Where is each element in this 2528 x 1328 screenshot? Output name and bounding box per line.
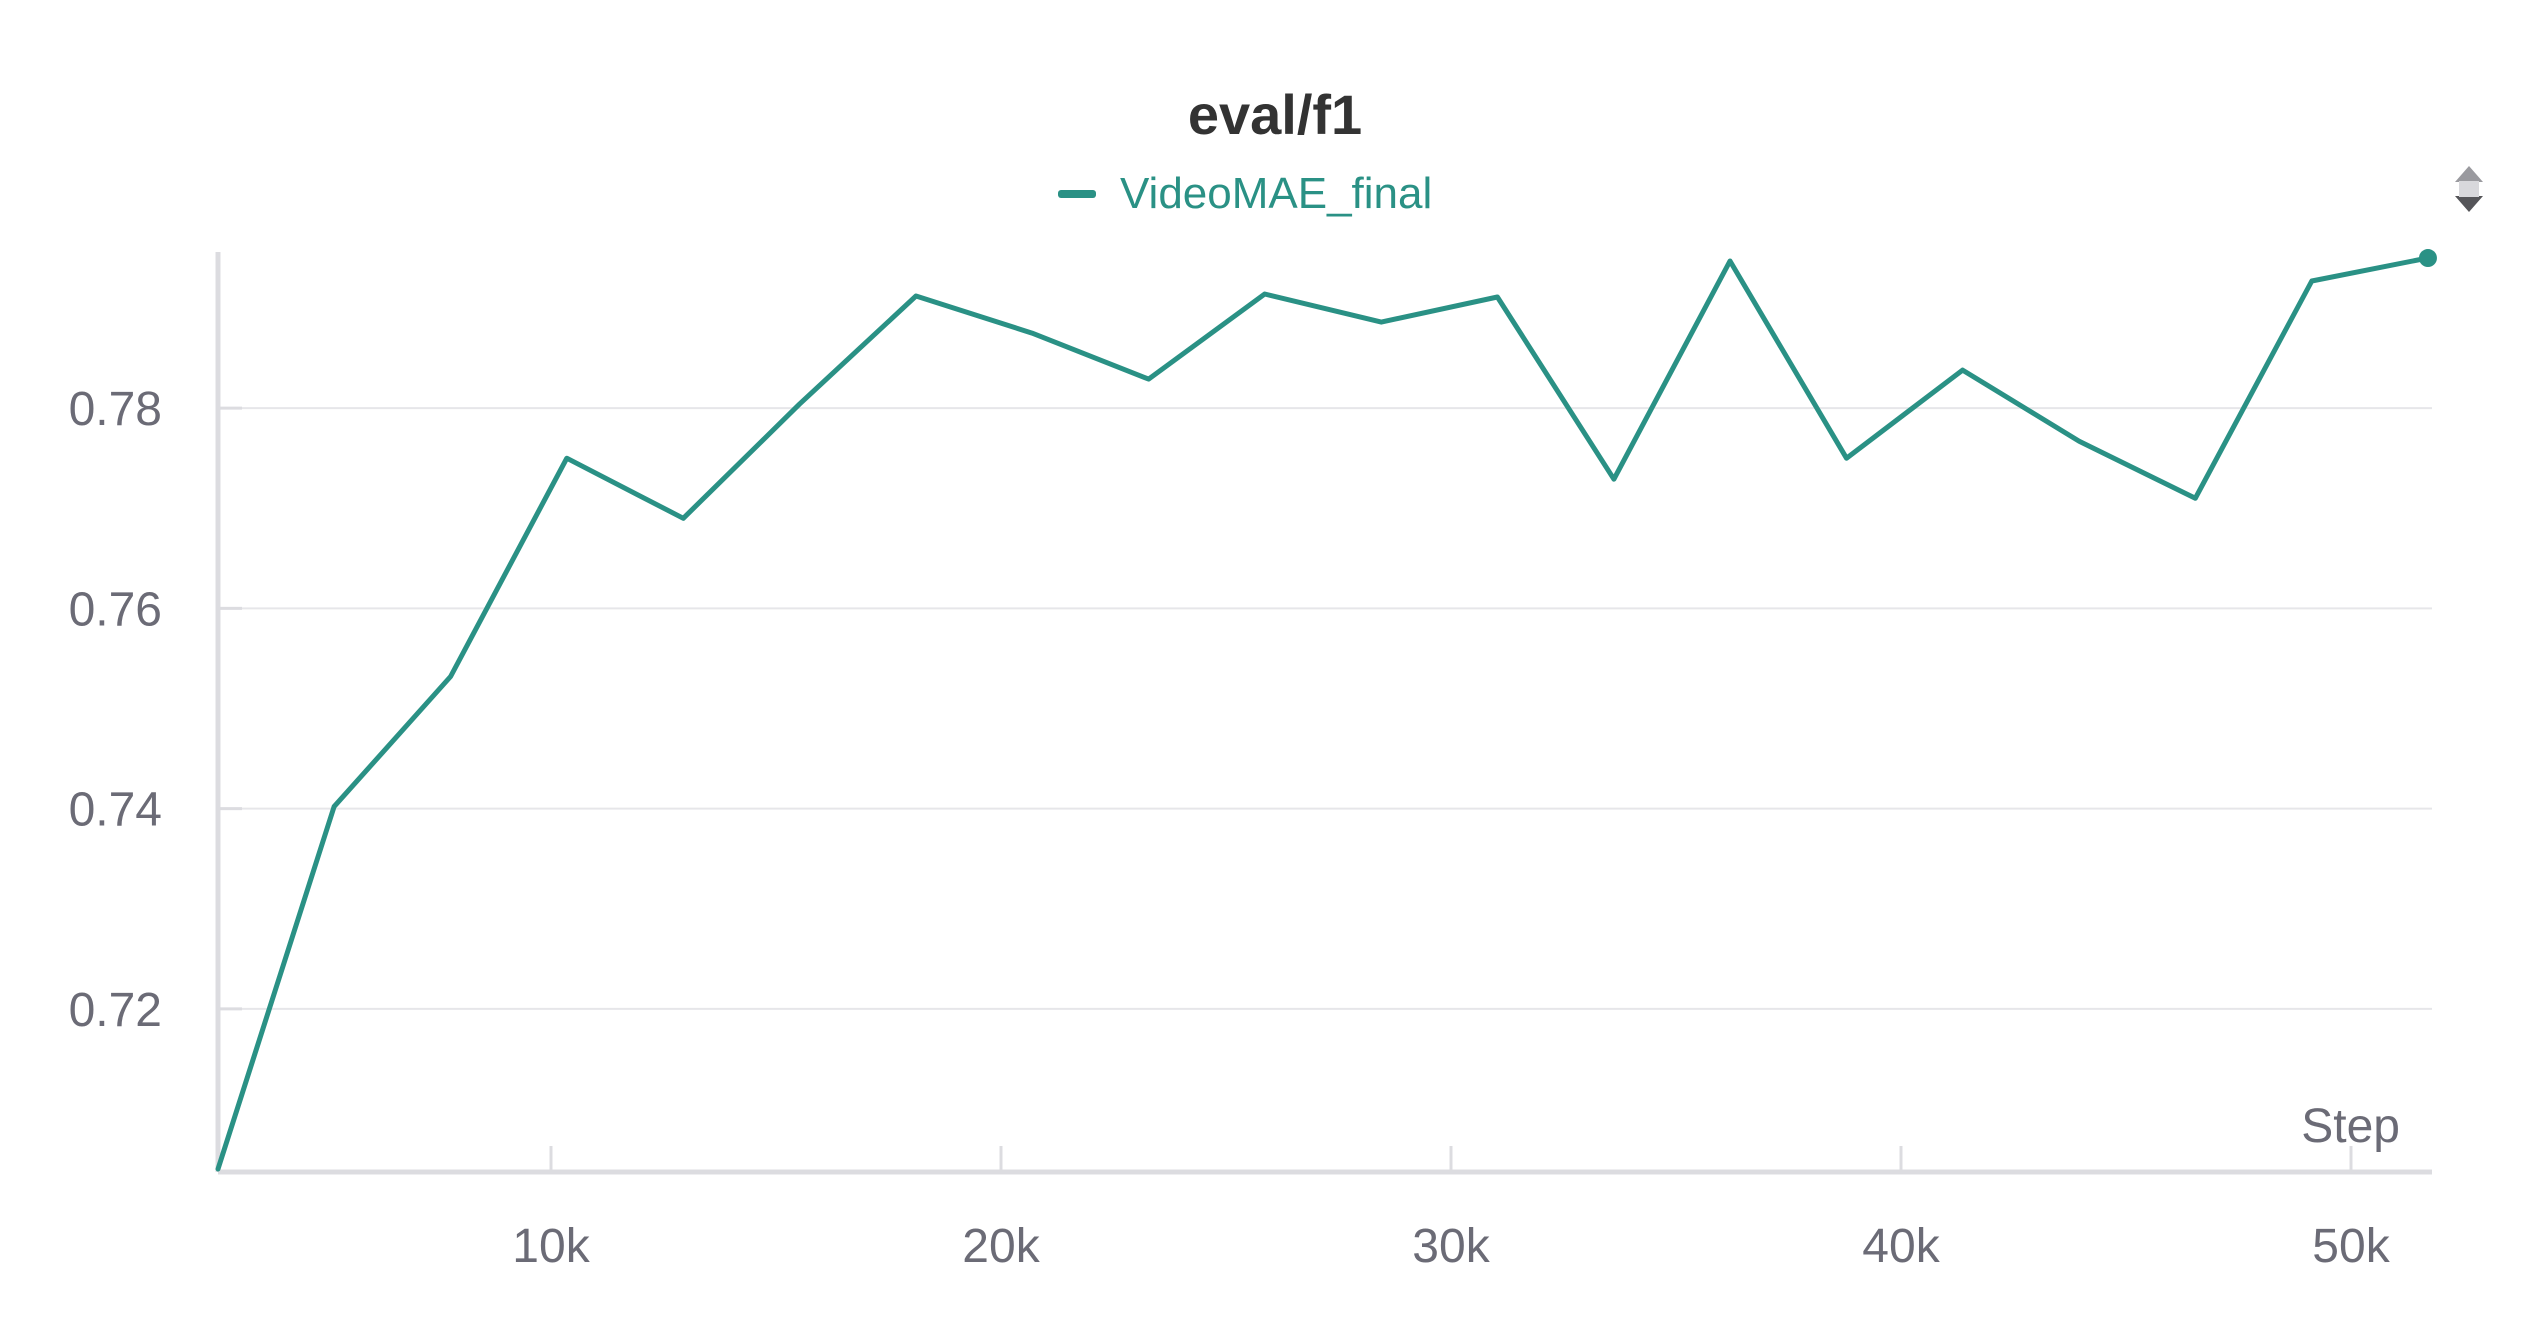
x-axis-label: Step xyxy=(2301,1100,2400,1153)
y-tick-label-0.78: 0.78 xyxy=(69,383,162,436)
y-tick-label-0.74: 0.74 xyxy=(69,784,162,837)
legend-label-videomae-final: VideoMAE_final xyxy=(1120,169,1432,218)
x-tick-label-20k: 20k xyxy=(962,1220,1040,1273)
legend-swatch xyxy=(1058,190,1096,198)
series-line-1 xyxy=(215,255,2431,1172)
y-tick-label-0.72: 0.72 xyxy=(69,984,162,1037)
series-end-point xyxy=(2418,249,2437,268)
drag-handle-icon[interactable] xyxy=(2455,166,2483,212)
legend[interactable]: VideoMAE_final xyxy=(1058,169,1432,218)
y-tick-label-0.76: 0.76 xyxy=(69,583,162,636)
axes: 0.72 0.74 0.76 0.78 10k 20k 30k 40k 50k xyxy=(69,252,2432,1273)
x-tick-label-40k: 40k xyxy=(1862,1220,1940,1273)
x-tick-label-10k: 10k xyxy=(512,1220,590,1273)
gridlines xyxy=(218,407,2432,1010)
x-tick-label-50k: 50k xyxy=(2312,1220,2390,1273)
x-tick-label-30k: 30k xyxy=(1412,1220,1490,1273)
series-layer xyxy=(215,249,2437,1172)
chart-title: eval/f1 xyxy=(1188,83,1362,146)
